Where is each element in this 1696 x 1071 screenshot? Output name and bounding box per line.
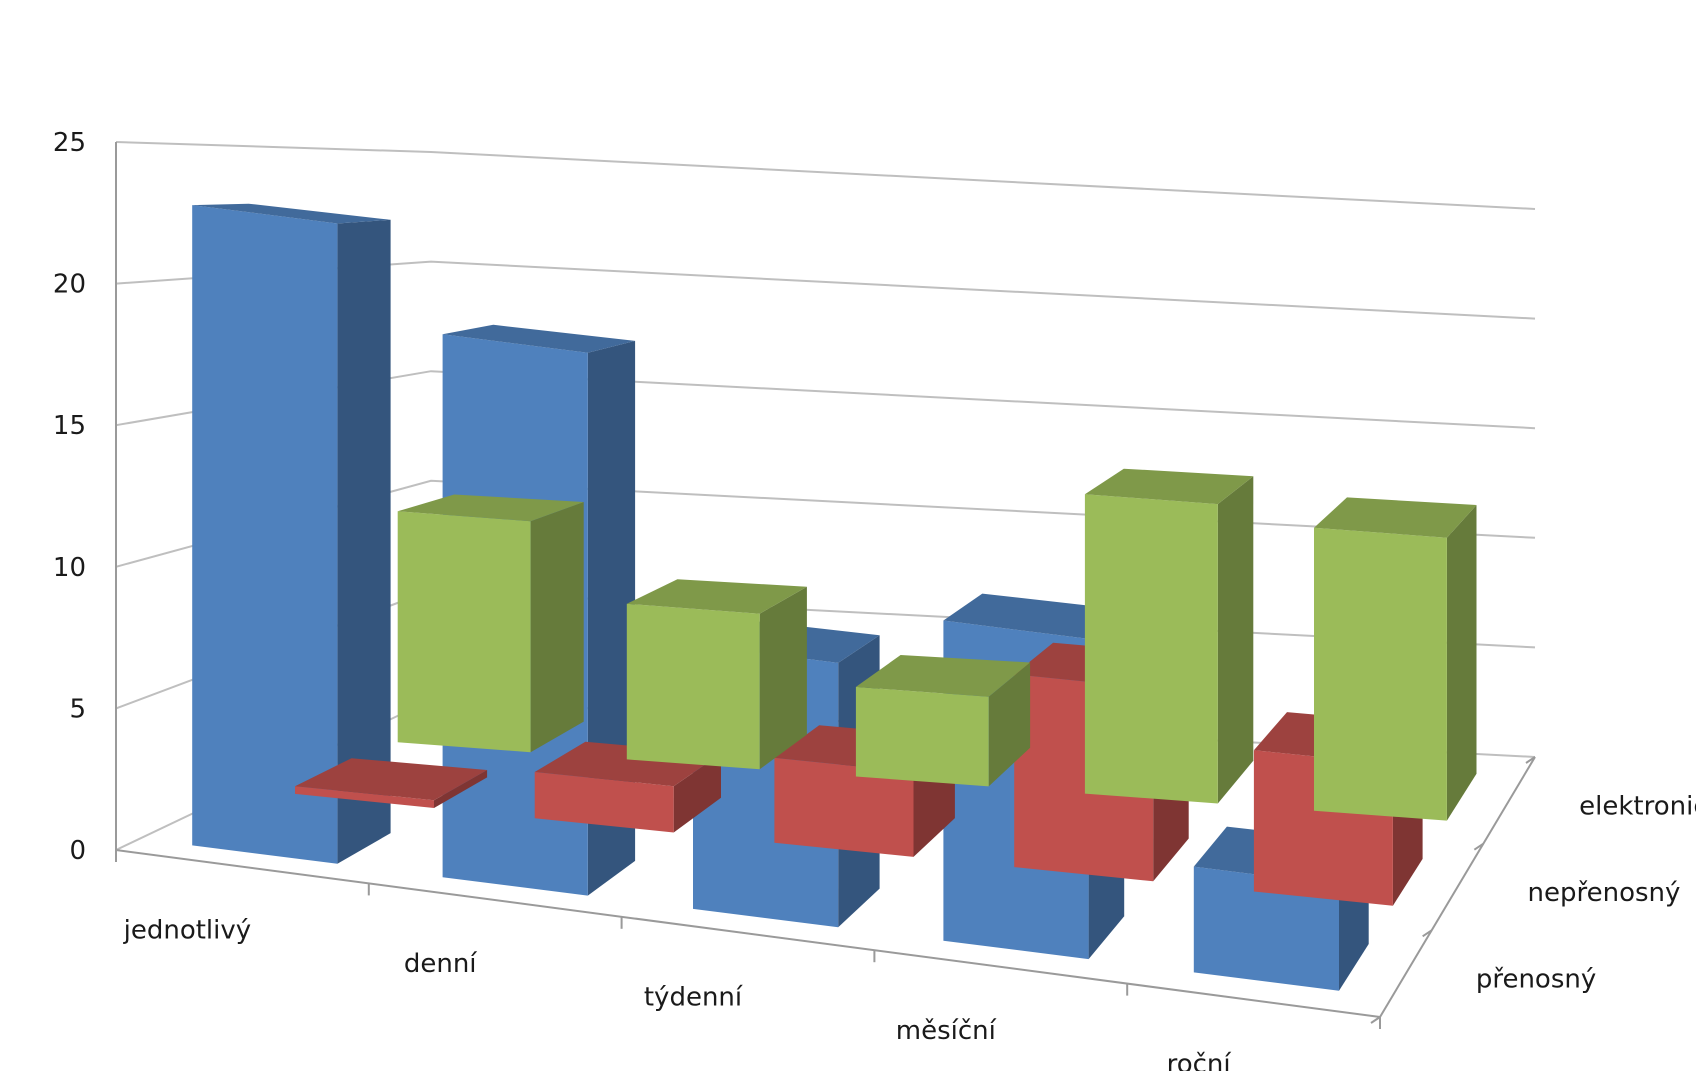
category-label: denní xyxy=(404,949,477,979)
gridline xyxy=(115,141,1536,210)
y-tick-label: 10 xyxy=(53,553,86,583)
bar-top xyxy=(442,324,636,353)
bar-side xyxy=(434,770,488,808)
bar-elektronický-týdenní xyxy=(855,655,1031,787)
y-tick-label: 0 xyxy=(69,836,86,866)
bar-top xyxy=(1314,497,1477,538)
bar-front xyxy=(855,686,989,787)
category-label: měsíční xyxy=(896,1016,997,1046)
series-label: přenosný xyxy=(1476,965,1596,995)
bar-top xyxy=(855,655,1031,697)
bar-nepřenosný-jednotlivý xyxy=(295,758,488,808)
category-label: roční xyxy=(1167,1049,1232,1071)
bar-elektronický-denní xyxy=(626,579,807,770)
bar-side xyxy=(759,586,807,770)
bar-front xyxy=(1314,527,1447,821)
bars xyxy=(192,203,1477,991)
bar-front xyxy=(1084,494,1218,804)
bar-top xyxy=(1084,468,1254,505)
bar-side xyxy=(673,753,721,833)
bar-front xyxy=(192,205,338,864)
labels: 0 5 10 15 20 25 jednotlivý denní týdenní měsíční r… xyxy=(53,128,1696,1071)
bar-front xyxy=(774,757,914,857)
bar-front xyxy=(397,511,531,753)
y-tick-label: 5 xyxy=(69,694,86,724)
y-tick-label: 20 xyxy=(53,270,86,300)
depth-axis xyxy=(1379,756,1536,1018)
bar-front xyxy=(626,603,760,770)
bar-top xyxy=(295,758,488,801)
depth-tick xyxy=(1422,929,1433,938)
bar-elektronický-roční xyxy=(1314,497,1477,821)
depth-tick xyxy=(1370,1016,1381,1024)
axes xyxy=(115,142,1536,1029)
bar-top xyxy=(397,494,584,522)
bar-top xyxy=(626,579,807,614)
bar-elektronický-jednotlivý xyxy=(397,494,584,753)
bar-side xyxy=(1446,505,1477,821)
bar-side xyxy=(530,502,584,753)
bar-side xyxy=(337,219,391,864)
y-tick-label: 15 xyxy=(53,411,86,441)
x-axis xyxy=(115,849,1381,1018)
bar-top xyxy=(943,593,1125,639)
bar-front xyxy=(534,772,674,833)
y-tick-label: 25 xyxy=(53,128,86,158)
bar-side xyxy=(988,662,1031,787)
bar-elektronický-měsíční xyxy=(1084,468,1254,804)
series-label: elektronický xyxy=(1579,791,1696,821)
depth-tick xyxy=(1473,842,1484,851)
bar-side xyxy=(1217,476,1254,804)
series-label: nepřenosný xyxy=(1528,878,1681,908)
bar-přenosný-jednotlivý xyxy=(192,203,391,864)
depth-tick xyxy=(1525,756,1536,764)
bar-front xyxy=(1193,866,1339,991)
category-label: jednotlivý xyxy=(123,916,252,946)
bar-top xyxy=(192,203,391,224)
category-label: týdenní xyxy=(644,983,743,1013)
bar-front xyxy=(295,786,434,808)
